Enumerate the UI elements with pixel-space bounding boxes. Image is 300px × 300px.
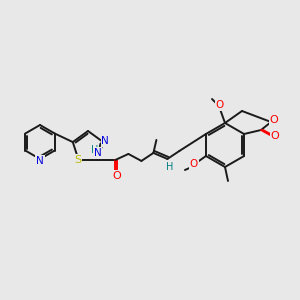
Text: O: O xyxy=(190,159,198,169)
Text: S: S xyxy=(74,155,81,165)
Text: O: O xyxy=(270,115,278,125)
Text: O: O xyxy=(271,131,279,141)
Text: N: N xyxy=(94,148,101,158)
Text: H: H xyxy=(91,145,98,155)
Text: N: N xyxy=(36,155,44,166)
Text: O: O xyxy=(216,100,224,110)
Text: N: N xyxy=(101,136,109,146)
Text: O: O xyxy=(112,171,121,181)
Text: H: H xyxy=(166,162,173,172)
